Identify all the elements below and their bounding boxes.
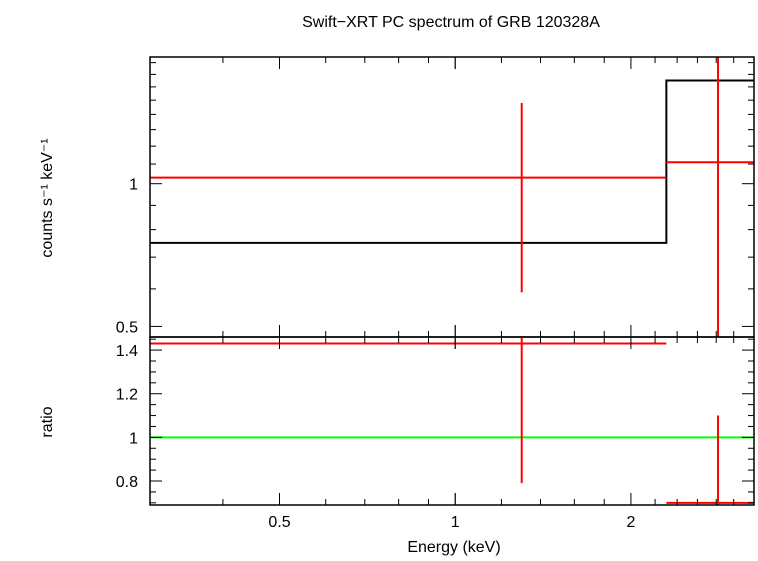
chart-title: Swift−XRT PC spectrum of GRB 120328A: [302, 14, 600, 31]
bottom-panel-frame: [149, 336, 755, 506]
x-axis-label: Energy (keV): [407, 539, 500, 556]
x-tick-label: 2: [626, 514, 635, 531]
y-tick-label: 1.4: [116, 343, 138, 360]
top-panel-frame: [149, 56, 755, 338]
y-tick-label: 1.2: [116, 387, 138, 404]
y-tick-label: 1: [129, 430, 138, 447]
model-step-line: [150, 79, 754, 244]
top-panel-plot-area: [150, 57, 754, 337]
top-panel-y-axis-label: counts s⁻¹ keV⁻¹: [39, 138, 56, 257]
x-tick-label: 0.5: [268, 514, 290, 531]
y-tick-label: 0.8: [116, 474, 138, 491]
y-tick-label: 1: [129, 177, 138, 194]
x-tick-label: 1: [451, 514, 460, 531]
y-tick-label: 0.5: [116, 319, 138, 336]
bottom-panel-y-axis-label: ratio: [39, 406, 56, 437]
bottom-panel-plot-area: [150, 337, 754, 505]
